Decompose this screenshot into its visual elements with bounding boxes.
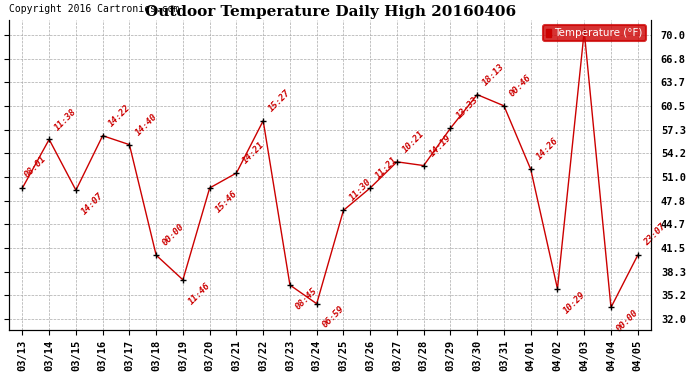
Legend: Temperature (°F): Temperature (°F) bbox=[543, 25, 646, 41]
Text: 08:01: 08:01 bbox=[22, 154, 48, 179]
Title: Outdoor Temperature Daily High 20160406: Outdoor Temperature Daily High 20160406 bbox=[144, 5, 515, 19]
Text: 08:45: 08:45 bbox=[294, 286, 319, 311]
Text: 11:38: 11:38 bbox=[53, 106, 79, 132]
Text: 14:21: 14:21 bbox=[240, 140, 266, 166]
Text: 11:21: 11:21 bbox=[374, 155, 400, 180]
Text: 23:07: 23:07 bbox=[642, 222, 667, 248]
Text: 00:00: 00:00 bbox=[160, 222, 186, 248]
Text: 14:19: 14:19 bbox=[428, 133, 453, 158]
Text: 11:46: 11:46 bbox=[187, 280, 213, 306]
Text: 00:46: 00:46 bbox=[508, 73, 533, 98]
Text: 14:22: 14:22 bbox=[107, 103, 132, 128]
Text: 11:30: 11:30 bbox=[348, 177, 373, 203]
Text: 14:07: 14:07 bbox=[80, 191, 106, 216]
Text: 14:26: 14:26 bbox=[535, 136, 560, 162]
Text: Copyright 2016 Cartronics.com: Copyright 2016 Cartronics.com bbox=[9, 4, 179, 14]
Text: 18:13: 18:13 bbox=[481, 62, 506, 87]
Text: 00:00: 00:00 bbox=[615, 308, 640, 334]
Text: 15:46: 15:46 bbox=[214, 189, 239, 214]
Text: 10:29: 10:29 bbox=[562, 290, 587, 315]
Text: 14:40: 14:40 bbox=[133, 112, 159, 137]
Text: 10:21: 10:21 bbox=[401, 129, 426, 154]
Text: 15:27: 15:27 bbox=[267, 88, 293, 113]
Text: 06:59: 06:59 bbox=[321, 304, 346, 330]
Text: 13:33: 13:33 bbox=[455, 95, 480, 121]
